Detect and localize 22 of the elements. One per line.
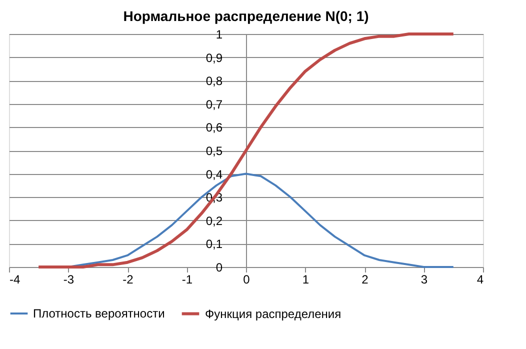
x-tick-label: 0 <box>243 272 250 286</box>
y-tick-label: 0,1 <box>206 237 223 252</box>
chart-title: Нормальное распределение N(0; 1) <box>123 8 369 24</box>
y-tick-label: 0,8 <box>206 74 223 88</box>
y-tick-label: 0,5 <box>206 144 223 158</box>
x-tick-label: -1 <box>182 272 193 286</box>
legend-label: Функция распределения <box>205 306 342 321</box>
y-tick-label: 0,7 <box>206 97 223 112</box>
x-tick-label: -2 <box>122 272 134 286</box>
y-tick-label: 0,6 <box>206 120 223 135</box>
x-tick-label: -3 <box>63 272 74 286</box>
x-tick-label: 3 <box>420 272 428 286</box>
y-tick-label: 0,9 <box>206 50 223 65</box>
x-tick-label: -4 <box>10 272 20 286</box>
y-tick-label: 1 <box>216 28 223 42</box>
x-tick-label: 1 <box>302 272 310 286</box>
y-tick-label: 0,2 <box>206 214 223 228</box>
y-tick-label: 0 <box>216 260 223 274</box>
x-tick-label: 2 <box>362 272 369 286</box>
y-tick-label: 0,4 <box>206 167 223 182</box>
legend-label: Плотность вероятности <box>33 306 165 320</box>
x-tick-label: 4 <box>476 272 484 286</box>
